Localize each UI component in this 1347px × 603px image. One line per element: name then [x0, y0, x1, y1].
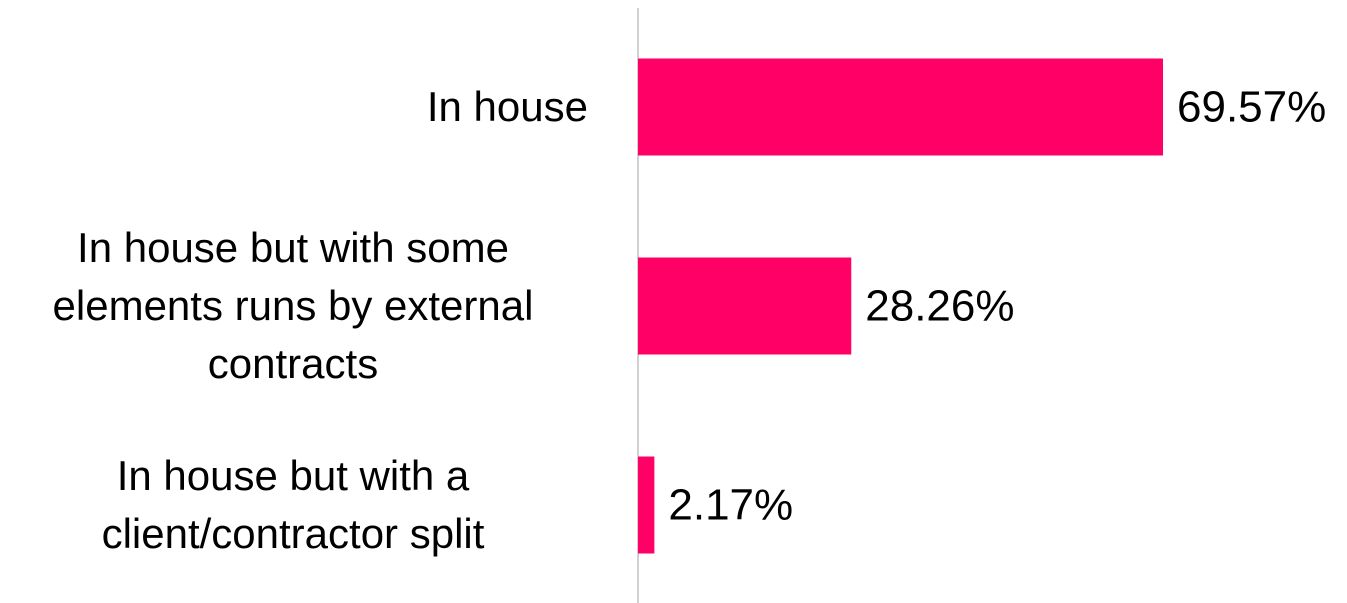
bar — [638, 456, 655, 554]
value-label: 69.57% — [1177, 83, 1326, 132]
category-label-box: In house but with a client/contractor sp… — [0, 447, 588, 563]
category-label-box: In house — [0, 78, 588, 136]
value-label: 28.26% — [865, 282, 1014, 331]
bar — [638, 58, 1163, 156]
value-label: 2.17% — [668, 481, 793, 530]
category-label: In house but with some elements runs by … — [52, 224, 534, 387]
category-label-box: In house but with some elements runs by … — [0, 219, 588, 393]
bar — [638, 257, 852, 355]
category-label: In house but with a client/contractor sp… — [101, 452, 485, 557]
category-label: In house — [426, 83, 588, 130]
